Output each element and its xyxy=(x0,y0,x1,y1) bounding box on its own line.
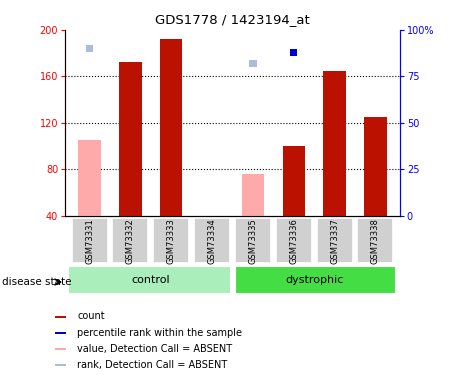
Bar xyxy=(290,48,298,56)
Text: GSM73335: GSM73335 xyxy=(248,218,258,264)
Bar xyxy=(86,45,93,52)
Text: dystrophic: dystrophic xyxy=(285,275,343,285)
Bar xyxy=(242,174,264,216)
Text: GSM73333: GSM73333 xyxy=(167,218,176,264)
Bar xyxy=(276,218,312,263)
Bar xyxy=(234,266,395,294)
Text: GSM73334: GSM73334 xyxy=(207,218,217,264)
Text: value, Detection Call = ABSENT: value, Detection Call = ABSENT xyxy=(77,344,232,354)
Text: rank, Detection Call = ABSENT: rank, Detection Call = ABSENT xyxy=(77,360,227,370)
Text: GSM73338: GSM73338 xyxy=(371,218,380,264)
Text: GDS1778 / 1423194_at: GDS1778 / 1423194_at xyxy=(155,13,310,26)
Bar xyxy=(55,364,66,366)
Text: disease state: disease state xyxy=(2,277,72,287)
Bar xyxy=(79,140,101,216)
Bar xyxy=(113,218,148,263)
Bar xyxy=(317,218,352,263)
Bar xyxy=(194,218,230,263)
Bar xyxy=(358,218,393,263)
Bar xyxy=(153,218,189,263)
Text: control: control xyxy=(132,275,170,285)
Text: GSM73332: GSM73332 xyxy=(126,218,135,264)
Text: GSM73337: GSM73337 xyxy=(330,218,339,264)
Text: count: count xyxy=(77,312,105,321)
Text: GSM73331: GSM73331 xyxy=(85,218,94,264)
Text: percentile rank within the sample: percentile rank within the sample xyxy=(77,328,242,338)
Bar xyxy=(55,332,66,334)
Bar xyxy=(160,39,182,216)
Bar xyxy=(68,266,231,294)
Bar xyxy=(235,218,271,263)
Bar xyxy=(364,117,386,216)
Bar xyxy=(372,8,379,15)
Bar xyxy=(208,0,216,8)
Bar xyxy=(283,146,305,216)
Bar xyxy=(72,218,107,263)
Text: GSM73336: GSM73336 xyxy=(289,218,298,264)
Bar xyxy=(331,0,338,8)
Bar xyxy=(55,316,66,318)
Bar xyxy=(249,60,257,67)
Bar xyxy=(323,70,346,216)
Bar xyxy=(119,63,142,216)
Bar xyxy=(55,348,66,350)
